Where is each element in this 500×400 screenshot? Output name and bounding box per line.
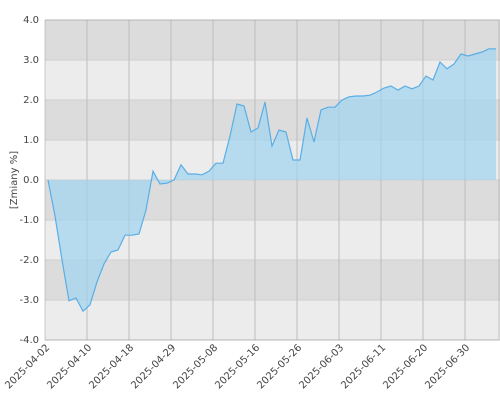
grid-band xyxy=(45,300,500,340)
x-tick-label: 2025-06-30 xyxy=(423,342,472,391)
grid-band xyxy=(45,260,500,300)
y-tick-label: 1.0 xyxy=(23,135,39,146)
y-tick-label: -4.0 xyxy=(19,335,39,346)
y-tick-label: 4.0 xyxy=(23,15,39,26)
line xyxy=(47,48,496,313)
area-fill xyxy=(48,48,496,312)
y-tick-label: 2.0 xyxy=(23,95,39,106)
y-tick-label: 3.0 xyxy=(23,55,39,66)
y-tick-label: -3.0 xyxy=(19,295,39,306)
y-axis-label: [Zmiany %] xyxy=(9,151,20,209)
y-tick-label: -1.0 xyxy=(19,215,39,226)
y-tick-label: 0.0 xyxy=(23,175,39,186)
plot-frame xyxy=(44,19,500,341)
grid-band xyxy=(45,20,500,60)
y-tick-label: -2.0 xyxy=(19,255,39,266)
